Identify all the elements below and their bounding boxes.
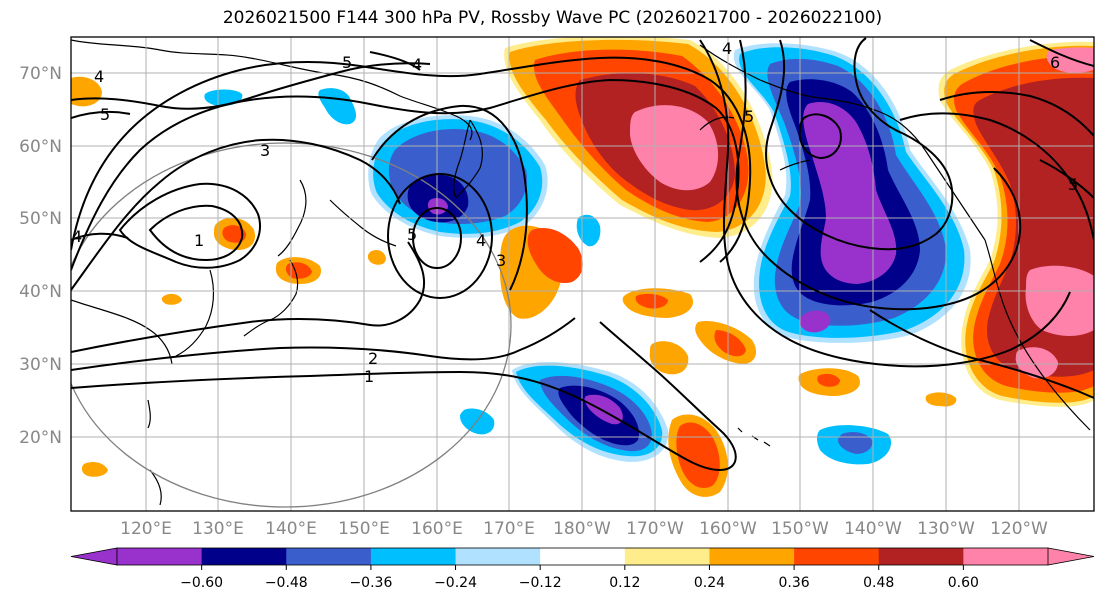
colorbar-segment <box>963 548 1049 565</box>
negative-anomaly-trough-purple-south <box>799 310 831 333</box>
colorbar-segment <box>878 548 964 565</box>
contour-label-8: 4 <box>476 231 486 250</box>
positive-anomaly-west-coast-pink-2 <box>1015 347 1058 379</box>
colorbar-segment <box>370 548 457 565</box>
latitude-axis: 70°N 60°N 50°N 40°N 30°N 20°N <box>19 64 62 448</box>
colorbar-tick-label: −0.24 <box>434 575 477 591</box>
lat-label-50: 50°N <box>19 209 62 229</box>
contour-labels: 4 5 4 5 3 1 5 4 3 2 1 4 5 6 5 4 <box>72 39 1078 386</box>
chart-title: 2026021500 F144 300 hPa PV, Rossby Wave … <box>222 8 883 28</box>
pv-contours <box>71 37 1094 472</box>
contour-label-1: 4 <box>94 67 104 86</box>
map-frame <box>70 36 1095 512</box>
colorbar-segment <box>624 548 710 565</box>
colorbar-tick-label: 0.24 <box>694 575 725 591</box>
colorbar-segment <box>201 548 287 565</box>
colorbar-extend-max <box>1047 547 1095 566</box>
lon-label-120e: 120°E <box>120 519 172 539</box>
contour-label-11: 1 <box>364 367 374 386</box>
contour-label-2: 5 <box>100 105 110 124</box>
contour-label-15: 5 <box>1068 175 1078 194</box>
colorbar-tick-label: −0.12 <box>519 575 562 591</box>
colorbar-segment <box>709 548 795 565</box>
lat-label-60: 60°N <box>19 137 62 157</box>
colorbar-tick-label: 0.60 <box>948 575 979 591</box>
contour-label-9: 3 <box>496 251 506 270</box>
positive-anomaly-small-8-red <box>222 225 246 243</box>
positive-anomaly-small-11 <box>367 250 386 265</box>
contour-label-12: 4 <box>722 39 732 58</box>
colorbar-segment <box>455 548 541 565</box>
lon-label-180w: 180°W <box>553 519 611 539</box>
contour-label-10: 2 <box>368 349 378 368</box>
colorbar-frame <box>116 547 1049 566</box>
positive-anomaly-small-2-red <box>635 293 668 309</box>
gridlines <box>71 37 1094 511</box>
positive-anomaly-small-5-red <box>676 422 720 489</box>
colorbar-segment <box>540 548 626 565</box>
contour-label-4: 5 <box>342 53 352 72</box>
negative-anomaly-small-3 <box>576 214 601 247</box>
lon-label-160w: 160°W <box>699 519 757 539</box>
lat-label-40: 40°N <box>19 282 62 302</box>
colorbar-tick-label: 0.48 <box>863 575 894 591</box>
lat-label-70: 70°N <box>19 64 62 84</box>
positive-anomaly-small-3-red <box>714 330 746 357</box>
lon-label-150w: 150°W <box>771 519 829 539</box>
positive-anomaly-small-6-red <box>817 373 840 387</box>
negative-anomaly-small-1 <box>204 89 243 106</box>
contour-label-5: 3 <box>260 141 270 160</box>
colorbar-tick-label: 0.36 <box>779 575 810 591</box>
positive-anomaly-small-4 <box>649 341 689 375</box>
positive-anomaly-small-9-red <box>285 262 312 279</box>
negative-anomaly-kamchatka-purple <box>427 198 448 215</box>
longitude-axis: 120°E 130°E 140°E 150°E 160°E 170°E 180°… <box>120 519 1048 539</box>
colorbar-tick-label: −0.60 <box>180 575 223 591</box>
lat-label-20: 20°N <box>19 428 62 448</box>
shaded-field <box>71 37 1094 497</box>
colorbar-extend-min <box>70 547 118 566</box>
lon-label-130w: 130°W <box>917 519 975 539</box>
contour-label-14: 6 <box>1050 53 1060 72</box>
colorbar-tick-label: 0.12 <box>609 575 640 591</box>
contour-label-7: 5 <box>407 225 417 244</box>
colorbar-segment <box>286 548 372 565</box>
colorbar: −0.60 −0.48 −0.36 −0.24 −0.12 0.12 0.24 0.36 0.4… <box>70 547 1095 591</box>
contour-label-6: 1 <box>194 231 204 250</box>
contour-label-16: 4 <box>72 227 82 246</box>
lon-label-170e: 170°E <box>483 519 535 539</box>
lon-label-160e: 160°E <box>411 519 463 539</box>
lon-label-120w: 120°W <box>990 519 1048 539</box>
lon-label-150e: 150°E <box>338 519 390 539</box>
colorbar-segment <box>794 548 880 565</box>
lon-label-140e: 140°E <box>265 519 317 539</box>
lon-label-140w: 140°W <box>844 519 902 539</box>
reference-circle <box>71 142 512 508</box>
contour-label-3: 4 <box>412 55 422 74</box>
positive-anomaly-ridge-pink <box>630 105 719 191</box>
colorbar-tick-label: −0.48 <box>265 575 308 591</box>
contour-label-13: 5 <box>744 107 754 126</box>
lon-label-170w: 170°W <box>626 519 684 539</box>
lon-label-130e: 130°E <box>192 519 244 539</box>
lat-label-30: 30°N <box>19 355 62 375</box>
colorbar-tick-label: −0.36 <box>349 575 392 591</box>
positive-anomaly-alaska-small-1-red <box>527 228 583 284</box>
positive-anomaly-small-13 <box>81 462 108 477</box>
map-content: 4 5 4 5 3 1 5 4 3 2 1 4 5 6 5 4 <box>71 37 1094 511</box>
colorbar-segment <box>117 548 203 565</box>
positive-anomaly-small-7 <box>925 392 957 407</box>
positive-anomaly-west-coast-pink <box>1025 265 1094 336</box>
positive-anomaly-small-12 <box>161 293 182 305</box>
